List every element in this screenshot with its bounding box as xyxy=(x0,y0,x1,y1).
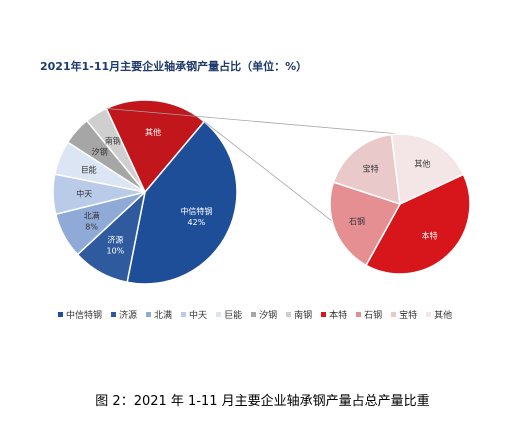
sub-pie-slice-0 xyxy=(365,173,471,275)
legend-label-4: 巨能 xyxy=(224,311,243,321)
main-pie-slice-label-5: 汐钢 xyxy=(92,147,108,157)
legend-label-10: 其他 xyxy=(434,311,453,321)
sub-pie-slice-3 xyxy=(390,133,465,206)
main-pie-slice-label-6: 南钢 xyxy=(105,136,121,146)
legend-swatch-4 xyxy=(216,312,222,317)
main-pie-slice-label-7: 其他 xyxy=(145,127,161,137)
legend-label-2: 北满 xyxy=(154,311,173,321)
legend-item-3: 中天 xyxy=(181,308,207,321)
sub-pie-slice-label-2: 宝特 xyxy=(363,163,379,173)
main-pie-slice-0 xyxy=(126,120,238,285)
sub-pie-slice-label-0: 本特 xyxy=(422,231,438,241)
legend: 中信特钢 济源 北满 中天 巨能 汐钢 南钢 本特 石钢 宝特 其他 xyxy=(58,308,461,321)
sub-pie-slice-label-3: 其他 xyxy=(414,159,430,169)
main-pie-slice-label-3: 中天 xyxy=(76,188,92,198)
connector-line-top xyxy=(106,108,401,135)
sub-pie: 本特 石钢 宝特 其他 xyxy=(329,133,471,275)
legend-item-6: 南钢 xyxy=(286,308,312,321)
legend-item-7: 本特 xyxy=(321,308,347,321)
legend-item-10: 其他 xyxy=(426,308,452,321)
legend-item-1: 济源 xyxy=(111,308,137,321)
legend-swatch-9 xyxy=(391,312,397,317)
legend-swatch-5 xyxy=(251,312,257,317)
legend-item-2: 北满 xyxy=(146,308,172,321)
legend-swatch-0 xyxy=(58,312,63,317)
chart-title: 2021年1-11月主要企业轴承钢产量占比（单位：%） xyxy=(40,60,308,73)
sub-pie-slice-label-1: 石钢 xyxy=(349,216,365,226)
main-pie-slice-label-1-line0: 济源 xyxy=(107,235,123,245)
legend-label-8: 石钢 xyxy=(364,311,383,321)
legend-swatch-8 xyxy=(356,312,362,317)
legend-label-5: 汐钢 xyxy=(259,311,278,321)
legend-label-0: 中信特钢 xyxy=(66,311,103,321)
legend-item-0: 中信特钢 xyxy=(58,308,102,321)
main-pie-slice-label-2-line0: 北满 xyxy=(84,210,100,220)
legend-item-5: 汐钢 xyxy=(251,308,277,321)
sub-pie-slice-1 xyxy=(329,181,402,267)
legend-swatch-3 xyxy=(181,312,187,317)
figure-caption: 图 2：2021 年 1-11 月主要企业轴承钢产量占总产量比重 xyxy=(95,394,430,409)
legend-swatch-2 xyxy=(146,312,152,317)
legend-swatch-6 xyxy=(286,312,292,317)
legend-swatch-7 xyxy=(321,312,327,317)
legend-item-4: 巨能 xyxy=(216,308,242,321)
legend-label-1: 济源 xyxy=(119,311,138,321)
legend-item-8: 石钢 xyxy=(356,308,382,321)
legend-label-9: 宝特 xyxy=(399,311,418,321)
legend-swatch-1 xyxy=(111,312,117,317)
main-pie-slice-label-1-line1: 10% xyxy=(106,247,124,256)
main-pie-slice-label-0-line1: 42% xyxy=(188,218,206,227)
main-pie-slice-label-0-line0: 中信特钢 xyxy=(180,206,212,216)
sub-pie-slice-2 xyxy=(332,133,401,206)
main-pie-slice-label-4: 巨能 xyxy=(81,164,97,174)
main-pie-slice-label-2-line1: 8% xyxy=(85,222,98,231)
legend-label-6: 南钢 xyxy=(294,311,313,321)
legend-label-3: 中天 xyxy=(189,311,208,321)
main-pie-slice-7 xyxy=(105,99,206,194)
legend-item-9: 宝特 xyxy=(391,308,417,321)
legend-swatch-10 xyxy=(426,312,432,317)
legend-label-7: 本特 xyxy=(329,311,348,321)
